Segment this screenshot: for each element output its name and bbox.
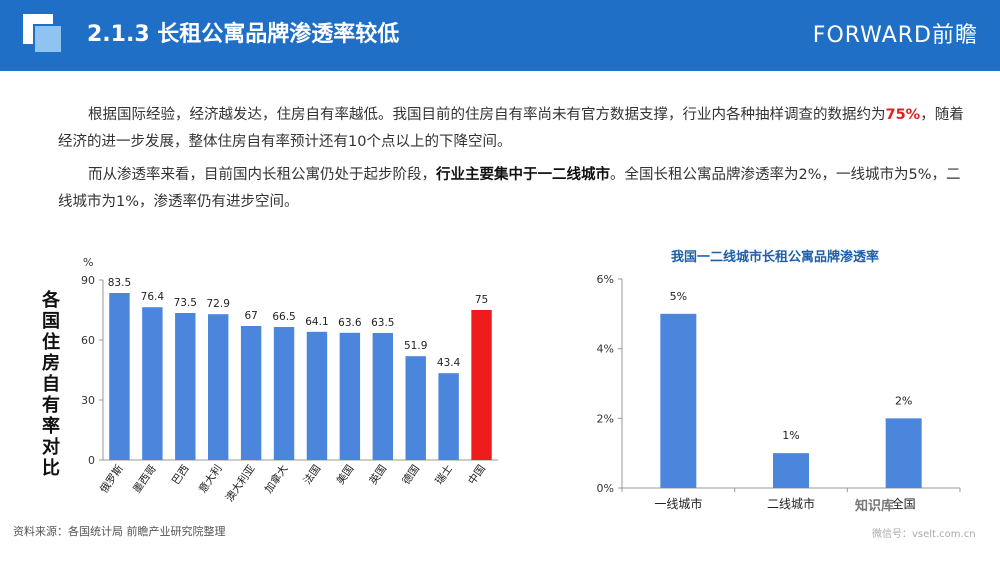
chart2-title: 我国一二线城市长租公寓品牌渗透率 (670, 250, 879, 265)
chart1-data-label: 66.5 (272, 311, 295, 323)
paragraph-1-highlight: 75% (885, 107, 921, 123)
page-title: 2.1.3 长租公寓品牌渗透率较低 (87, 22, 400, 47)
chart2-y-tick: 6% (597, 273, 614, 286)
chart1-data-label: 63.6 (338, 317, 362, 329)
chart1-x-tick: 澳大利亚 (223, 462, 258, 504)
brand-logo: FORWARD前瞻 (812, 23, 978, 48)
paragraph-2-text-b: 。全国长租公寓品牌渗透率为2%，一线城市为5%，二线城市为1%，渗透率仍有进步空… (58, 167, 961, 210)
chart1-bar (372, 333, 393, 460)
chart1-data-label: 63.5 (371, 317, 394, 329)
chart1-bar (339, 332, 361, 460)
source-note: 资料来源：各国统计局 前瞻产业研究院整理 (13, 525, 226, 538)
chart1-bar (405, 356, 426, 460)
chart2-bar (773, 453, 809, 488)
chart1-ylabel: 各国住房自有率对比 (42, 290, 60, 479)
chart2-bar (885, 418, 922, 488)
chart1-bar (175, 313, 196, 460)
chart2-data-label: 5% (670, 290, 687, 303)
chart1-data-label: 75 (475, 294, 488, 306)
chart1-bar (240, 326, 262, 460)
chart2-y-tick: 4% (597, 343, 614, 356)
chart1-data-label: 83.5 (108, 277, 131, 289)
paragraph-1: 根据国际经验，经济越发达，住房自有率越低。我国目前的住房自有率尚未有官方数据支撑… (58, 102, 968, 156)
chart2-x-tick: 全国 (892, 496, 916, 511)
chart1-x-tick: 巴西 (170, 463, 192, 487)
paragraph-2: 而从渗透率来看，目前国内长租公寓仍处于起步阶段，行业主要集中于一二线城市。全国长… (58, 162, 968, 216)
chart1-data-label: 64.1 (305, 316, 328, 328)
paragraph-1-text-a: 根据国际经验，经济越发达，住房自有率越低。我国目前的住房自有率尚未有官方数据支撑… (88, 107, 886, 123)
paragraph-2-text-a: 而从渗透率来看，目前国内长租公寓仍处于起步阶段， (88, 167, 436, 183)
chart1-x-tick: 墨西哥 (131, 463, 159, 496)
chart1-bar (208, 314, 229, 460)
chart1-data-label: 43.4 (437, 357, 461, 369)
chart1-data-label: 76.4 (141, 291, 165, 303)
header-bar: 2.1.3 长租公寓品牌渗透率较低 FORWARD前瞻 (0, 0, 1000, 71)
logo-square-front (33, 24, 63, 54)
chart1-y-tick: 30 (81, 394, 95, 407)
chart2-y-tick: 2% (597, 412, 614, 425)
chart1-data-label: 72.9 (207, 298, 230, 310)
chart1-x-tick: 意大利 (196, 462, 225, 495)
chart1-x-tick: 英国 (367, 462, 390, 487)
chart1-data-label: 67 (244, 310, 257, 322)
chart1-bar (142, 307, 163, 460)
chart1-bar (273, 327, 295, 460)
chart1-x-tick: 法国 (301, 462, 324, 487)
chart1-x-tick: 加拿大 (262, 462, 291, 496)
chart1-data-label: 51.9 (404, 340, 427, 352)
chart2-data-label: 2% (895, 394, 912, 407)
chart1-y-tick: 0 (88, 454, 95, 467)
chart2-data-label: 1% (782, 429, 799, 442)
chart1-x-tick: 中国 (465, 462, 488, 487)
paragraph-2-bold: 行业主要集中于一二线城市 (436, 167, 610, 183)
watermark-label: 知识库 (855, 499, 895, 514)
chart1-unit-label: % (83, 256, 93, 269)
chart2-bar (660, 313, 697, 488)
watermark-wechat: 微信号：vselt.com.cn (872, 529, 976, 540)
chart1-bar (306, 331, 328, 460)
chart1-bar (471, 310, 492, 460)
chart1-x-tick: 瑞士 (432, 462, 455, 487)
chart2-x-tick: 一线城市 (654, 496, 702, 511)
chart1-y-tick: 90 (81, 274, 95, 287)
chart1-x-tick: 德国 (399, 462, 422, 487)
chart2-x-tick: 二线城市 (767, 496, 815, 511)
chart1-y-tick: 60 (81, 334, 95, 347)
chart1-bar (109, 293, 130, 460)
chart1-bar (438, 373, 459, 460)
chart1-x-tick: 美国 (334, 462, 357, 487)
chart1-data-label: 73.5 (174, 297, 197, 309)
chart1-x-tick: 俄罗斯 (97, 462, 126, 496)
chart2-y-tick: 0% (597, 482, 614, 495)
paragraph-1-text-b: ，随着经济的进一步发展，整体住房自有率预计还有10个点以上的下降空间。 (58, 107, 964, 150)
